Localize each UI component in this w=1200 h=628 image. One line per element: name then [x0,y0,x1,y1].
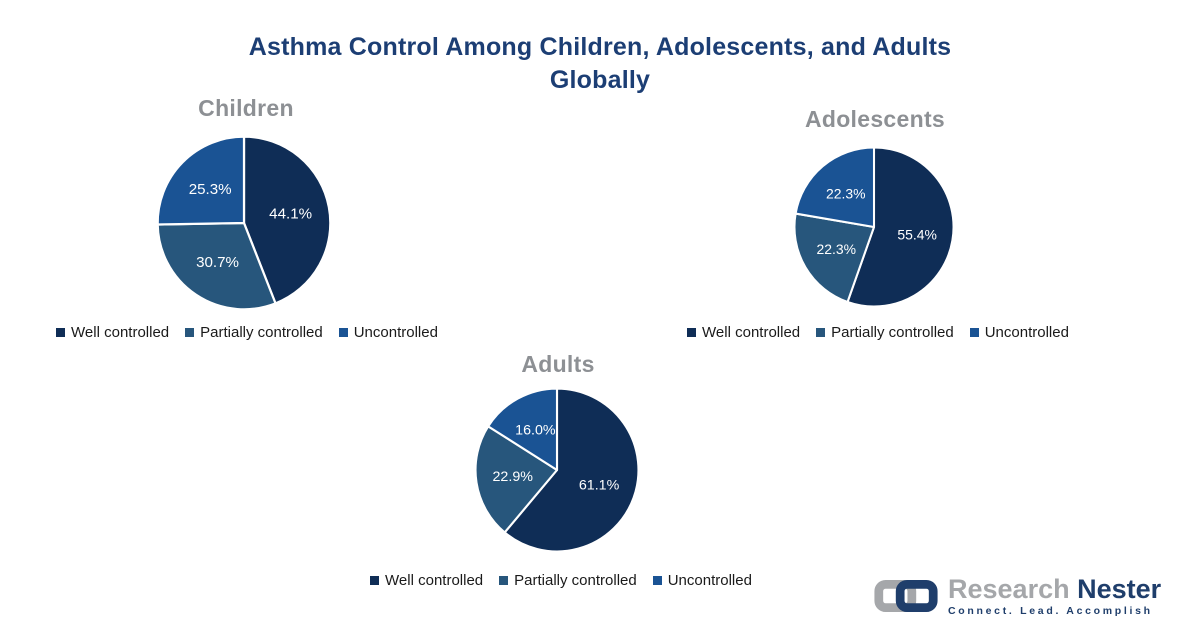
legend-item-uncontrolled: Uncontrolled [338,324,438,341]
adolescents-pie-svg: 55.4% 22.3% 22.3% [793,146,955,308]
adolescents-legend: Well controlled Partially controlled Unc… [658,324,1098,341]
well-controlled-swatch-icon [687,328,697,337]
adults-pie-chart: 61.1% 22.9% 16.0% [473,386,641,554]
page-title-line-1: Asthma Control Among Children, Adolescen… [248,33,952,61]
chain-links-icon [874,579,938,613]
brand-research: Research [948,574,1070,604]
pie-slice-well-controlled [503,387,640,553]
children-pie-svg: 44.1% 30.7% 25.3% [156,135,332,311]
uncontrolled-swatch-icon [652,576,662,585]
legend-label: Well controlled [385,572,484,589]
legend-item-well-controlled: Well controlled [687,324,800,341]
pie-value-label: 22.9% [493,469,534,485]
adolescents-pie-chart: 55.4% 22.3% 22.3% [792,145,956,309]
pie-value-label: 22.3% [826,186,866,202]
legend-item-well-controlled: Well controlled [56,324,169,341]
page-title-line-2: Globally [549,66,651,94]
pie-value-label: 16.0% [515,423,556,439]
pie-value-label: 44.1% [269,206,312,223]
chart-title-children: Children [198,95,294,121]
well-controlled-swatch-icon [370,576,380,585]
research-nester-logo: Research Nester Connect. Lead. Accomplis… [872,568,1192,624]
pie-value-label: 61.1% [579,477,620,493]
pie-value-label: 55.4% [897,226,937,242]
well-controlled-swatch-icon [56,328,66,337]
chain-link-navy [895,579,938,613]
legend-label: Uncontrolled [353,324,438,341]
chart-title-adults: Adults [521,351,595,377]
pie-slice-uncontrolled [156,135,246,226]
pie-value-label: 25.3% [189,181,232,198]
pie-value-label: 30.7% [196,254,239,271]
adults-legend: Well controlled Partially controlled Unc… [341,572,781,589]
chart-title-adolescents: Adolescents [804,106,946,132]
partially-controlled-swatch-icon [816,328,826,337]
pie-slice-well-controlled [242,135,332,305]
legend-label: Partially controlled [831,324,954,341]
chain-link-gray [874,579,917,613]
pie-slice-uncontrolled [487,387,559,472]
children-pie-chart: 44.1% 30.7% 25.3% [155,134,333,312]
legend-item-uncontrolled: Uncontrolled [652,572,752,589]
logo-text: Research Nester Connect. Lead. Accomplis… [948,575,1161,617]
legend-label: Uncontrolled [984,324,1069,341]
legend-item-partially-controlled: Partially controlled [499,572,637,589]
pie-value-label: 22.3% [817,241,857,257]
legend-label: Partially controlled [514,572,637,589]
pie-slice-uncontrolled [794,146,876,229]
adults-pie-svg: 61.1% 22.9% 16.0% [474,387,640,553]
brand-nester: Nester [1077,574,1162,604]
uncontrolled-swatch-icon [338,328,348,337]
legend-item-partially-controlled: Partially controlled [185,324,323,341]
partially-controlled-swatch-icon [185,328,195,337]
pie-slice-partially-controlled [793,212,876,304]
legend-label: Uncontrolled [667,572,752,589]
pie-slice-partially-controlled [474,425,559,534]
brand-name: Research Nester [948,575,1161,603]
legend-label: Well controlled [71,324,170,341]
partially-controlled-swatch-icon [499,576,509,585]
brand-tagline: Connect. Lead. Accomplish [948,605,1153,617]
pie-slice-partially-controlled [156,221,277,311]
legend-label: Partially controlled [200,324,323,341]
legend-item-partially-controlled: Partially controlled [816,324,954,341]
legend-item-well-controlled: Well controlled [370,572,483,589]
children-legend: Well controlled Partially controlled Unc… [27,324,467,341]
uncontrolled-swatch-icon [969,328,979,337]
legend-label: Well controlled [702,324,801,341]
legend-item-uncontrolled: Uncontrolled [969,324,1069,341]
page-title: Asthma Control Among Children, Adolescen… [150,31,1050,97]
